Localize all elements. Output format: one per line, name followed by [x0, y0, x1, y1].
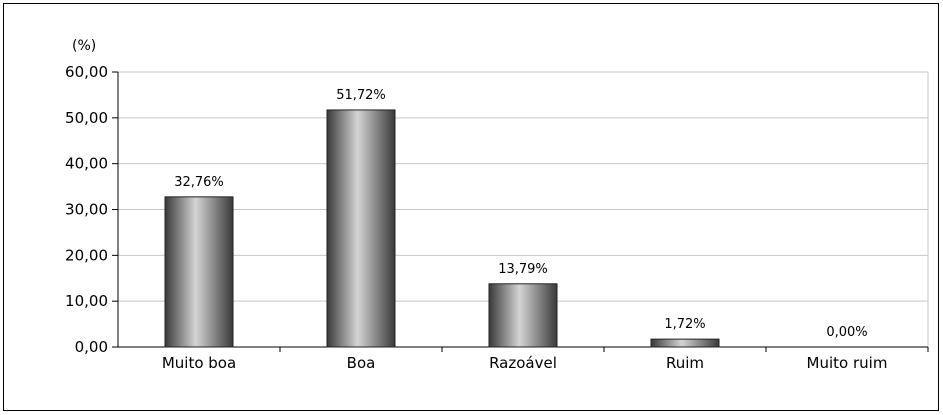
y-tick-label: 30,00 — [65, 201, 108, 219]
grid-layer — [118, 71, 929, 347]
y-tick-label: 60,00 — [65, 63, 108, 81]
label-layer: 0,00 10,00 20,00 30,00 40,00 50,00 60,00 Muito … — [65, 63, 887, 372]
y-tick-label: 20,00 — [65, 246, 108, 264]
x-category-label: Razoável — [489, 354, 557, 372]
bar-value-label: 51,72% — [336, 88, 386, 103]
bar — [650, 338, 720, 348]
chart-frame — [3, 3, 939, 411]
bar — [326, 109, 396, 348]
bar — [164, 196, 234, 348]
x-category-label: Boa — [347, 354, 376, 372]
bar-value-label: 0,00% — [826, 325, 867, 340]
y-tick-label: 0,00 — [75, 338, 108, 356]
bar-layer — [164, 109, 720, 348]
bar-value-label: 32,76% — [174, 175, 224, 190]
y-unit-label: (%) — [72, 38, 96, 54]
bar-value-label: 13,79% — [498, 262, 548, 277]
x-category-label: Ruim — [666, 354, 704, 372]
y-tick-label: 50,00 — [65, 109, 108, 127]
bar-value-label: 1,72% — [664, 317, 705, 332]
x-category-label: Muito ruim — [807, 354, 888, 372]
y-tick-label: 10,00 — [65, 292, 108, 310]
bar — [488, 283, 558, 348]
x-category-label: Muito boa — [162, 354, 236, 372]
y-tick-label: 40,00 — [65, 155, 108, 173]
